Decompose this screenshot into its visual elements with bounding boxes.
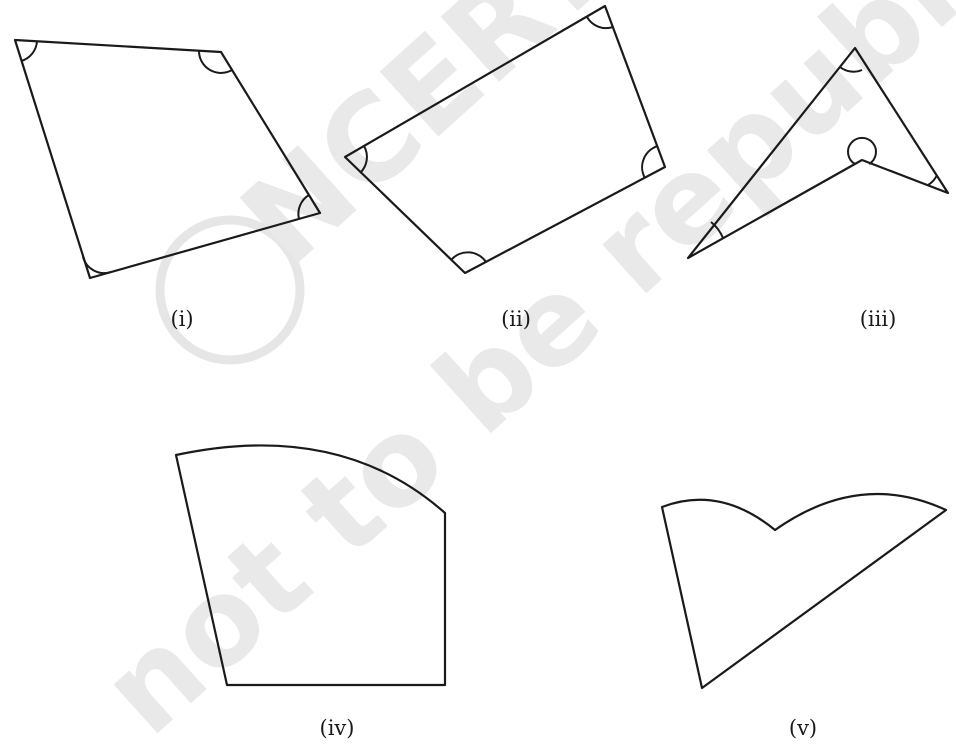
quadrilateral-i — [13, 38, 322, 280]
angle-mark-i-3 — [297, 194, 310, 220]
label-ii: (ii) — [501, 307, 531, 331]
curved-figure-v — [660, 492, 948, 690]
figure-i — [13, 38, 322, 280]
angle-mark-i-2 — [198, 50, 233, 74]
angle-mark-ii-1 — [359, 145, 368, 174]
angle-mark-iii-4 — [927, 174, 938, 186]
angle-mark-ii-4 — [451, 251, 487, 263]
angle-mark-ii-2 — [586, 16, 614, 30]
label-iii: (iii) — [859, 307, 897, 331]
label-v: (v) — [788, 716, 818, 740]
figure-iv — [174, 444, 447, 687]
angle-mark-iii-2 — [710, 221, 724, 239]
label-iv: (iv) — [319, 716, 355, 740]
figure-iii — [686, 46, 950, 260]
figure-v — [660, 492, 948, 690]
quadrilateral-ii — [343, 4, 667, 275]
angle-mark-i-1 — [20, 40, 38, 62]
angle-mark-i-4 — [82, 256, 112, 275]
angle-mark-iii-1 — [839, 66, 863, 73]
angle-mark-iii-3 — [847, 136, 877, 165]
angle-mark-ii-3 — [641, 145, 659, 179]
curved-figure-iv — [174, 444, 447, 687]
label-i: (i) — [170, 307, 194, 331]
quadrilateral-iii — [686, 46, 950, 260]
figure-ii — [343, 4, 667, 275]
